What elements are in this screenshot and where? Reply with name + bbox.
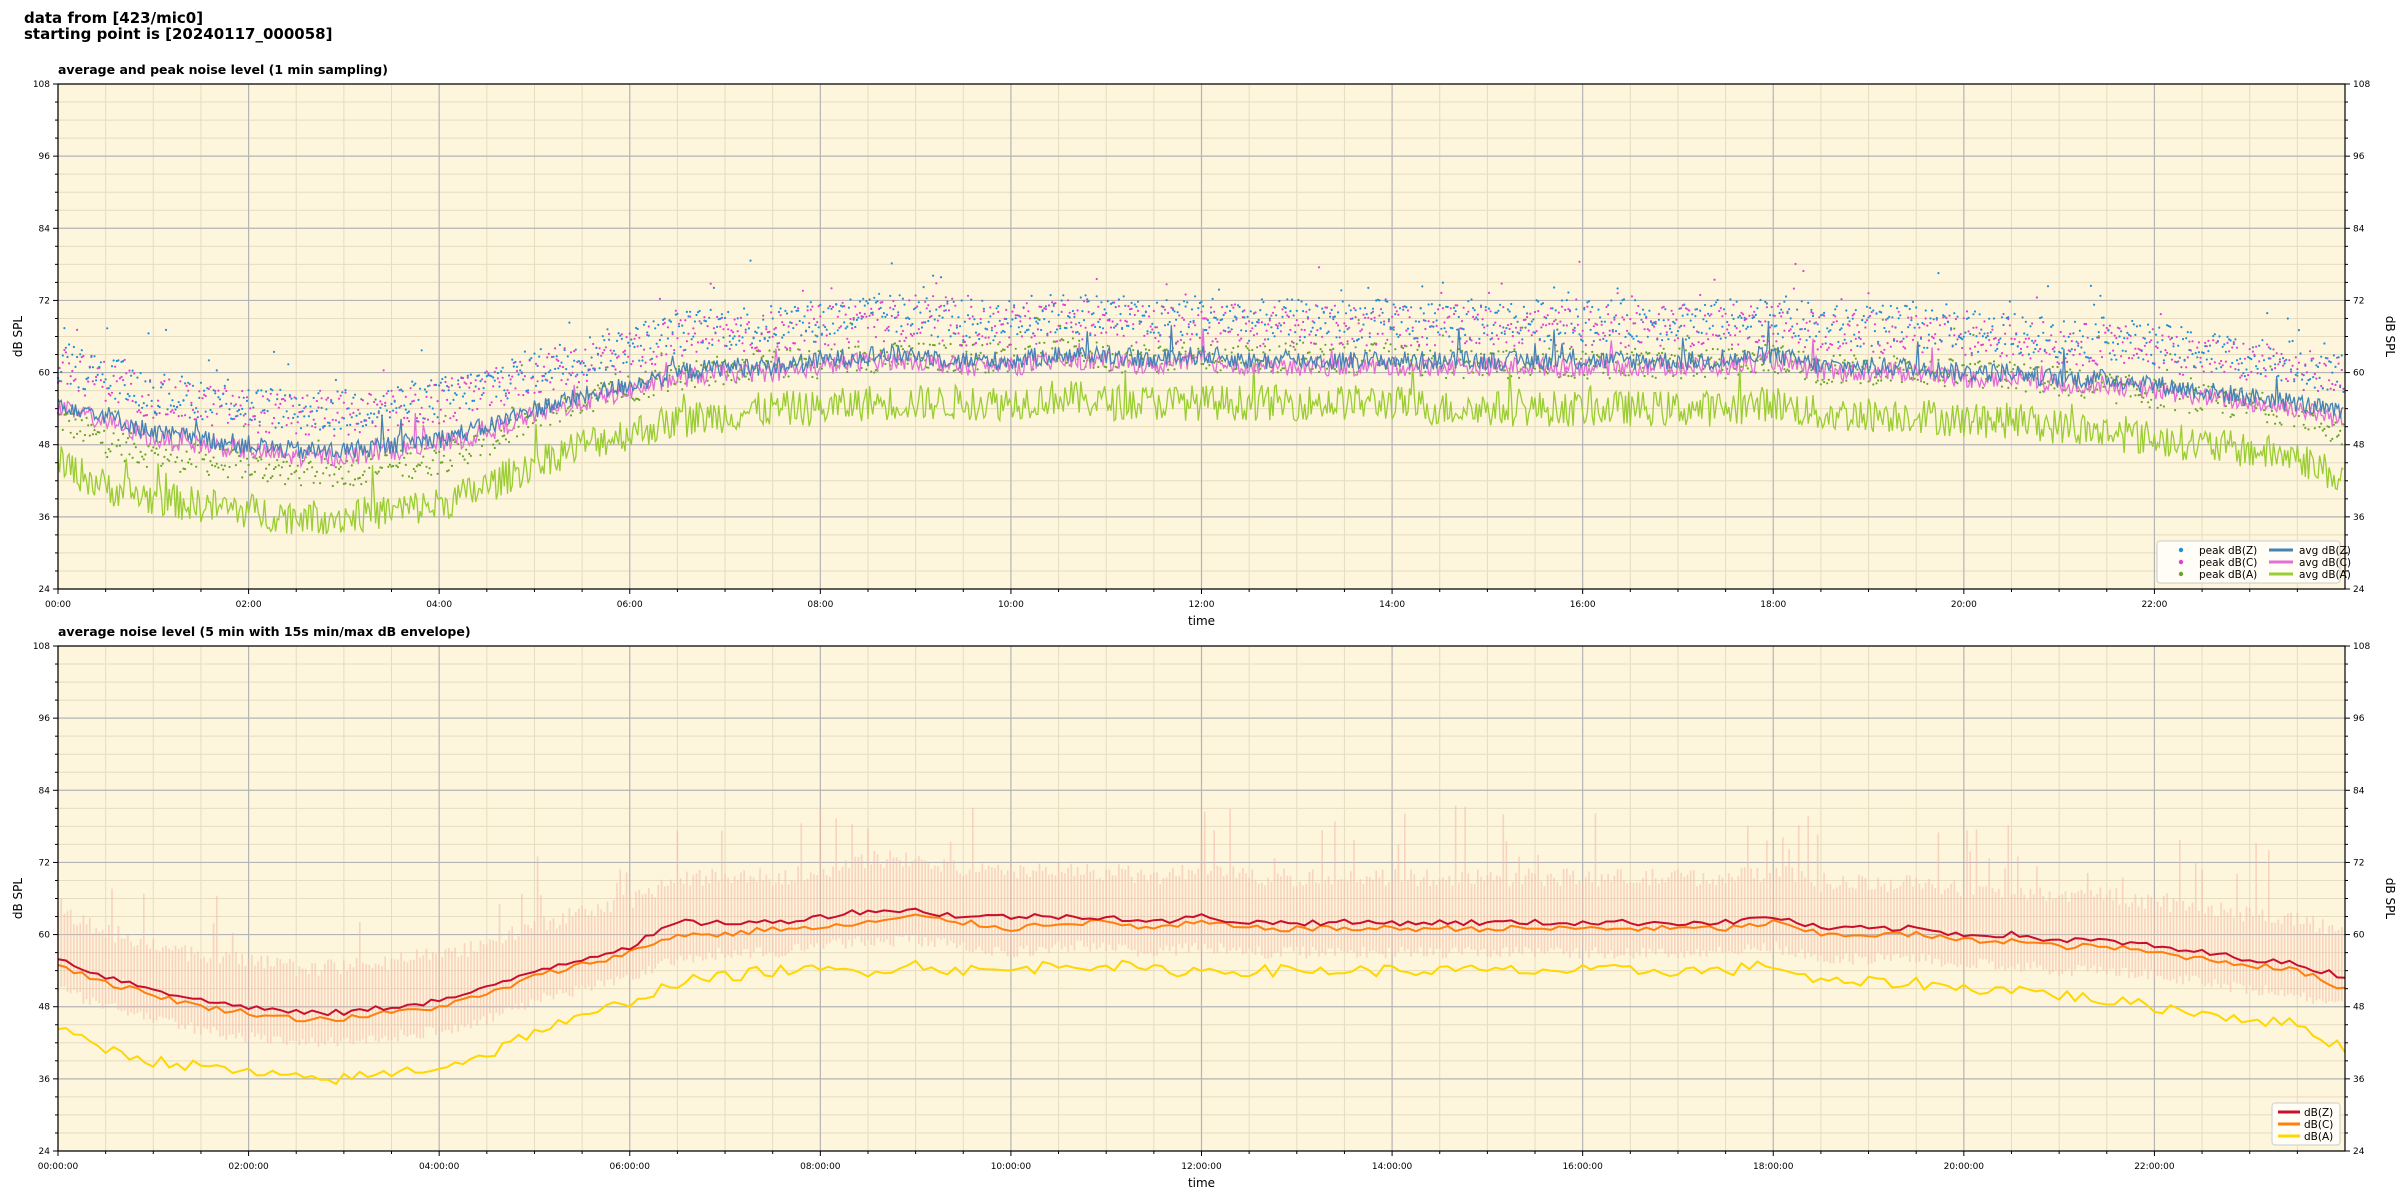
legend-label: avg dB(C) — [2299, 557, 2351, 569]
y-tick-label-left: 72 — [39, 858, 50, 868]
y-tick-label-right: 48 — [2353, 441, 2365, 451]
panel-title: average noise level (5 min with 15s min/… — [58, 624, 471, 639]
y-tick-label-right: 108 — [2353, 80, 2370, 90]
y-tick-label-left: 36 — [39, 1075, 51, 1085]
y-tick-label-right: 24 — [2353, 585, 2365, 595]
x-tick-label: 14:00 — [1379, 600, 1405, 610]
x-tick-label: 12:00 — [1189, 600, 1215, 610]
y-tick-label-right: 84 — [2353, 786, 2365, 796]
y-tick-label-right: 48 — [2353, 1003, 2365, 1013]
legend-label: peak dB(C) — [2199, 557, 2257, 569]
x-tick-label: 22:00:00 — [2134, 1162, 2175, 1172]
panel-1 — [53, 83, 2350, 594]
y-tick-label-left: 96 — [39, 714, 51, 724]
y-tick-label-right: 84 — [2353, 224, 2365, 234]
x-tick-label: 02:00 — [236, 600, 262, 610]
x-tick-label: 04:00 — [426, 600, 452, 610]
x-tick-label: 18:00:00 — [1753, 1162, 1794, 1172]
y-tick-label-left: 96 — [39, 152, 51, 162]
y-tick-label-right: 72 — [2353, 858, 2364, 868]
header-source: data from [423/mic0] — [24, 9, 204, 27]
x-tick-label: 00:00 — [45, 600, 71, 610]
x-tick-label: 12:00:00 — [1181, 1162, 1222, 1172]
y-tick-label-right: 108 — [2353, 642, 2370, 652]
y-tick-label-left: 24 — [39, 1147, 51, 1157]
figure-header: data from [423/mic0] starting point is [2… — [24, 10, 332, 42]
db-z-line — [57, 907, 2346, 1017]
legend-label: dB(Z) — [2304, 1107, 2333, 1119]
x-tick-label: 04:00:00 — [419, 1162, 460, 1172]
x-tick-label: 06:00 — [617, 600, 643, 610]
avg-a-line — [57, 361, 2344, 535]
x-tick-label: 16:00 — [1570, 600, 1596, 610]
x-tick-label: 20:00:00 — [1944, 1162, 1985, 1172]
y-tick-label-left: 108 — [33, 642, 50, 652]
legend-box — [2156, 540, 2341, 584]
y-tick-label-left: 60 — [39, 931, 51, 941]
legend-label: avg dB(Z) — [2299, 545, 2351, 557]
x-tick-label: 20:00 — [1951, 600, 1977, 610]
x-tick-label: 00:00:00 — [38, 1162, 79, 1172]
legend-label: peak dB(Z) — [2199, 545, 2257, 557]
y-tick-label-left: 84 — [39, 786, 51, 796]
legend-label: avg dB(A) — [2299, 569, 2351, 581]
y-tick-label-right: 96 — [2353, 152, 2365, 162]
x-tick-label: 10:00:00 — [991, 1162, 1032, 1172]
y-tick-label-right: 60 — [2353, 369, 2365, 379]
y-tick-label-left: 108 — [33, 80, 50, 90]
legend-marker — [2178, 547, 2184, 553]
legend-label: dB(C) — [2304, 1119, 2333, 1131]
x-tick-label: 02:00:00 — [228, 1162, 269, 1172]
y-tick-label-right: 60 — [2353, 931, 2365, 941]
header-start: starting point is [20240117_000058] — [24, 25, 333, 43]
x-axis-label: time — [1188, 1176, 1215, 1190]
y-tick-label-left: 60 — [39, 369, 51, 379]
y-tick-label-left: 48 — [39, 441, 51, 451]
db-c-line — [57, 913, 2346, 1023]
x-tick-label: 14:00:00 — [1372, 1162, 1413, 1172]
legend-marker — [2178, 559, 2184, 565]
y-axis-label-left: dB SPL — [11, 878, 25, 920]
y-tick-label-right: 96 — [2353, 714, 2365, 724]
x-tick-label: 18:00 — [1760, 600, 1786, 610]
y-tick-label-right: 24 — [2353, 1147, 2365, 1157]
panel-2 — [53, 645, 2350, 1156]
y-axis-label-right: dB SPL — [2383, 316, 2397, 358]
legend-label: peak dB(A) — [2199, 569, 2257, 581]
x-tick-label: 08:00 — [807, 600, 833, 610]
y-axis-label-right: dB SPL — [2383, 878, 2397, 920]
legend-marker — [2178, 571, 2184, 577]
legend-label: dB(A) — [2304, 1131, 2333, 1143]
y-tick-label-right: 72 — [2353, 296, 2364, 306]
y-tick-label-left: 84 — [39, 224, 51, 234]
y-tick-label-left: 24 — [39, 585, 51, 595]
y-tick-label-left: 48 — [39, 1003, 51, 1013]
avg-z-line — [57, 322, 2344, 459]
panel-title: average and peak noise level (1 min samp… — [58, 62, 388, 77]
x-tick-label: 08:00:00 — [800, 1162, 841, 1172]
db-a-line — [57, 959, 2346, 1086]
x-tick-label: 16:00:00 — [1562, 1162, 1603, 1172]
y-tick-label-right: 36 — [2353, 1075, 2365, 1085]
y-tick-label-left: 36 — [39, 513, 51, 523]
y-tick-label-right: 36 — [2353, 513, 2365, 523]
avg-c-line — [57, 328, 2344, 469]
x-tick-label: 10:00 — [998, 600, 1024, 610]
y-axis-label-left: dB SPL — [11, 316, 25, 358]
x-tick-label: 22:00 — [2141, 600, 2167, 610]
y-tick-label-left: 72 — [39, 296, 50, 306]
x-tick-label: 06:00:00 — [610, 1162, 651, 1172]
x-axis-label: time — [1188, 614, 1215, 628]
